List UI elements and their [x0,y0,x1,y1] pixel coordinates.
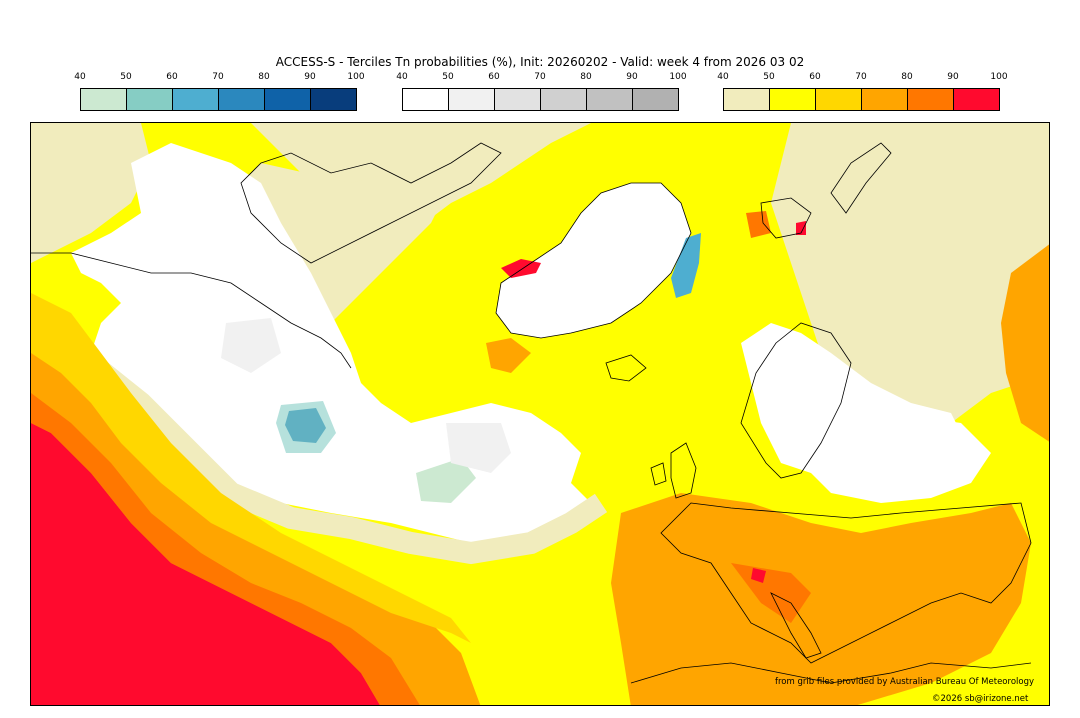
map-canvas [31,123,1049,705]
coastline-north-america [31,252,352,369]
colorbar-segment [311,89,356,110]
tick-label: 100 [347,72,365,82]
contour-40 [31,123,151,263]
near-normal-area [496,183,691,338]
contour-70 [486,338,531,373]
colorbar-near-normal-ticks: 40 50 60 70 80 90 100 [396,72,686,84]
tick-label: 60 [488,72,500,82]
probability-map[interactable] [30,122,1050,706]
tick-label: 80 [901,72,913,82]
contour-60 [31,293,471,643]
contour-70 [611,493,1031,705]
coastline-ireland [650,462,667,486]
tick-label: 60 [809,72,821,82]
tick-label: 70 [855,72,867,82]
colorbar-above-normal [723,88,1000,111]
tick-label: 70 [534,72,546,82]
colorbar-segment [633,89,678,110]
tick-label: 100 [669,72,687,82]
contour-80 [746,211,771,238]
colorbar-segment [724,89,770,110]
tick-label: 90 [304,72,316,82]
near-normal-area [801,413,991,503]
contour-90 [501,259,541,278]
colorbar-above-normal-ticks: 40 50 60 70 80 90 100 [717,72,1007,84]
colorbar-segment [541,89,587,110]
tick-label: 40 [717,72,729,82]
contour-40 [84,354,608,565]
colorbar-segment [908,89,954,110]
tick-label: 50 [442,72,454,82]
contour-below-50 [276,401,336,453]
colorbar-segment [265,89,311,110]
colorbar-below-normal [80,88,357,111]
coastline-scandinavia [740,322,852,479]
tick-label: 90 [626,72,638,82]
colorbar-segment [954,89,999,110]
contour-80 [31,393,420,705]
tick-label: 80 [258,72,270,82]
colorbar-segment [81,89,127,110]
colorbar-near-normal [402,88,679,111]
colorbar-segment [403,89,449,110]
coastline-greenland [495,182,692,339]
colorbar-segment [587,89,633,110]
coastline-arctic-islands [240,142,502,264]
coastline-europe [660,502,1032,664]
tick-label: 60 [166,72,178,82]
colorbar-segment [770,89,816,110]
colorbar-below-normal-ticks: 40 50 60 70 80 90 100 [74,72,364,84]
colorbar-segment [127,89,173,110]
colorbar-segment [449,89,495,110]
coastline-britain [670,442,697,499]
chart-title: ACCESS-S - Terciles Tn probabilities (%)… [275,55,805,69]
coastline-iceland [605,354,647,382]
colorbar-segment [862,89,908,110]
colorbar-segment [495,89,541,110]
near-normal-50 [446,423,511,473]
contour-below-70 [671,233,701,298]
tick-label: 90 [947,72,959,82]
colorbar-segment [173,89,219,110]
contour-90 [796,221,806,235]
tick-label: 50 [763,72,775,82]
tick-label: 40 [74,72,86,82]
tick-label: 80 [580,72,592,82]
source-credit: from grib files provided by Australian B… [775,677,1035,687]
tick-label: 50 [120,72,132,82]
contour-70 [1001,244,1049,442]
coastline-novaya-zemlya [830,142,892,214]
copyright-credit: ©2026 sb@irizone.net [932,694,1029,704]
near-normal-50 [221,318,281,373]
contour-90 [751,568,766,583]
coastline-italy [770,592,822,659]
coastline-svalbard [760,197,812,239]
colorbar-segment [219,89,265,110]
coastline-africa [630,662,1032,684]
tick-label: 70 [212,72,224,82]
tick-label: 40 [396,72,408,82]
contour-below-40 [416,458,476,503]
contour-90 [31,423,380,705]
tick-label: 100 [990,72,1008,82]
colorbar-segment [816,89,862,110]
